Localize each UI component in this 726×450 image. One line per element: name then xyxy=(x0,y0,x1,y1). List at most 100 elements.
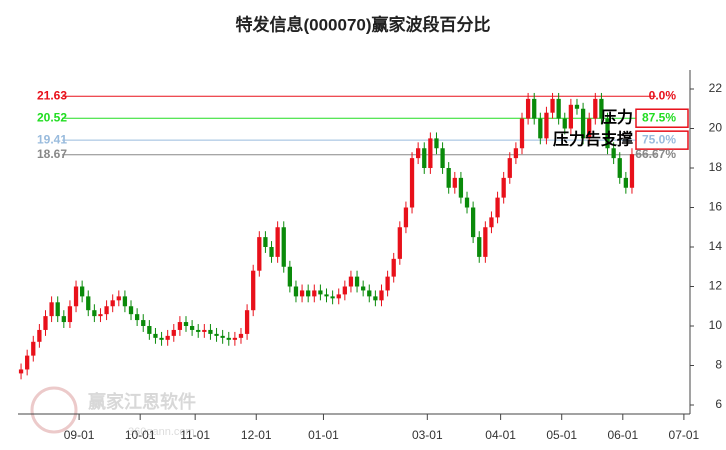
candle-body xyxy=(55,302,60,317)
candle-body xyxy=(550,98,555,113)
candle-body xyxy=(538,118,543,139)
candle-body xyxy=(220,335,225,338)
candle-body xyxy=(422,148,427,168)
candle-body xyxy=(134,314,140,321)
candle-body xyxy=(116,296,121,301)
candle-body xyxy=(257,237,262,271)
candle-body xyxy=(25,355,30,370)
candle-body xyxy=(416,148,421,159)
level-label: 20.52 xyxy=(37,110,67,124)
candle-body xyxy=(580,108,586,139)
level-pct: 87.5% xyxy=(642,110,676,124)
candle-body xyxy=(165,335,170,340)
candle-body xyxy=(43,316,48,330)
x-tick-label: 07-01 xyxy=(669,428,700,442)
candle-body xyxy=(61,316,66,323)
candle-body xyxy=(629,154,635,188)
level-label: 18.67 xyxy=(37,147,67,161)
candle-body xyxy=(299,290,305,297)
candle-body xyxy=(379,290,384,301)
candle-body xyxy=(153,333,158,338)
y-tick-label: 10 xyxy=(709,318,723,332)
candle-body xyxy=(361,286,366,291)
candle-body xyxy=(336,294,341,299)
candle-body xyxy=(605,118,610,149)
level-box xyxy=(635,130,689,150)
candle-body xyxy=(501,177,506,198)
annotation: 压力 xyxy=(601,107,633,126)
candle-body xyxy=(489,217,494,228)
candle-body xyxy=(251,270,256,311)
level-pct: 66.67% xyxy=(635,147,676,161)
watermark-url: 360gann.com xyxy=(128,426,195,438)
chart-title: 特发信息(000070)赢家波段百分比 xyxy=(235,14,490,34)
y-tick-label: 22 xyxy=(709,81,723,95)
candle-body xyxy=(238,333,244,338)
candle-body xyxy=(599,98,604,119)
candle-body xyxy=(354,276,360,287)
candle-body xyxy=(306,290,311,297)
candle-body xyxy=(104,306,109,315)
candle-body xyxy=(391,258,396,277)
candle-body xyxy=(477,237,482,257)
candle-body xyxy=(244,310,250,334)
candle-body xyxy=(110,300,115,307)
candle-body xyxy=(464,197,470,208)
candle-body xyxy=(409,158,415,208)
x-tick-label: 06-01 xyxy=(607,428,638,442)
y-tick-label: 16 xyxy=(709,200,723,214)
candle-body xyxy=(92,310,97,317)
x-tick-label: 10-01 xyxy=(125,428,156,442)
level-label: 19.41 xyxy=(37,132,67,146)
candle-body xyxy=(446,168,451,188)
candle-body xyxy=(519,118,525,149)
candle-body xyxy=(86,296,91,311)
y-tick-label: 8 xyxy=(715,358,722,372)
x-tick-label: 11-01 xyxy=(180,428,210,442)
candle-body xyxy=(31,341,36,356)
candle-body xyxy=(269,247,274,257)
candle-body xyxy=(208,329,213,334)
y-tick-label: 14 xyxy=(709,239,723,253)
candle-body xyxy=(281,227,286,267)
candle-body xyxy=(617,158,622,178)
candle-body xyxy=(367,290,372,297)
x-tick-label: 04-01 xyxy=(485,428,516,442)
candle-body xyxy=(342,286,347,295)
candle-body xyxy=(67,306,73,323)
candle-body xyxy=(177,322,183,330)
candle-body xyxy=(483,227,488,257)
candle-body xyxy=(556,98,561,119)
candle-body xyxy=(98,314,103,317)
candle-body xyxy=(507,158,512,178)
level-pct: 0.0% xyxy=(649,88,677,102)
level-pct: 75.0% xyxy=(642,132,676,146)
candle-body xyxy=(147,326,152,334)
candle-body xyxy=(532,98,537,119)
candle-body xyxy=(141,320,146,326)
y-tick-label: 18 xyxy=(709,160,723,174)
candle-body xyxy=(593,98,598,119)
candle-body xyxy=(80,286,85,297)
candle-body xyxy=(226,337,231,340)
candle-body xyxy=(403,207,409,228)
x-tick-label: 03-01 xyxy=(412,428,443,442)
candle-body xyxy=(196,329,201,332)
candle-body xyxy=(525,98,531,119)
candle-body xyxy=(470,207,476,238)
candle-body xyxy=(568,104,574,129)
candle-body xyxy=(324,294,329,297)
candle-body xyxy=(202,329,207,332)
x-tick-label: 12-01 xyxy=(241,428,272,442)
candle-body xyxy=(587,118,592,139)
level-box xyxy=(635,108,689,128)
watermark-logo xyxy=(30,386,78,434)
candle-body xyxy=(458,177,464,198)
candle-body xyxy=(318,290,323,295)
candle-body xyxy=(171,329,176,336)
candle-body xyxy=(122,296,128,307)
candle-body xyxy=(73,286,79,307)
candle-body xyxy=(330,296,335,299)
candle-body xyxy=(440,148,445,168)
y-tick-label: 12 xyxy=(709,279,723,293)
